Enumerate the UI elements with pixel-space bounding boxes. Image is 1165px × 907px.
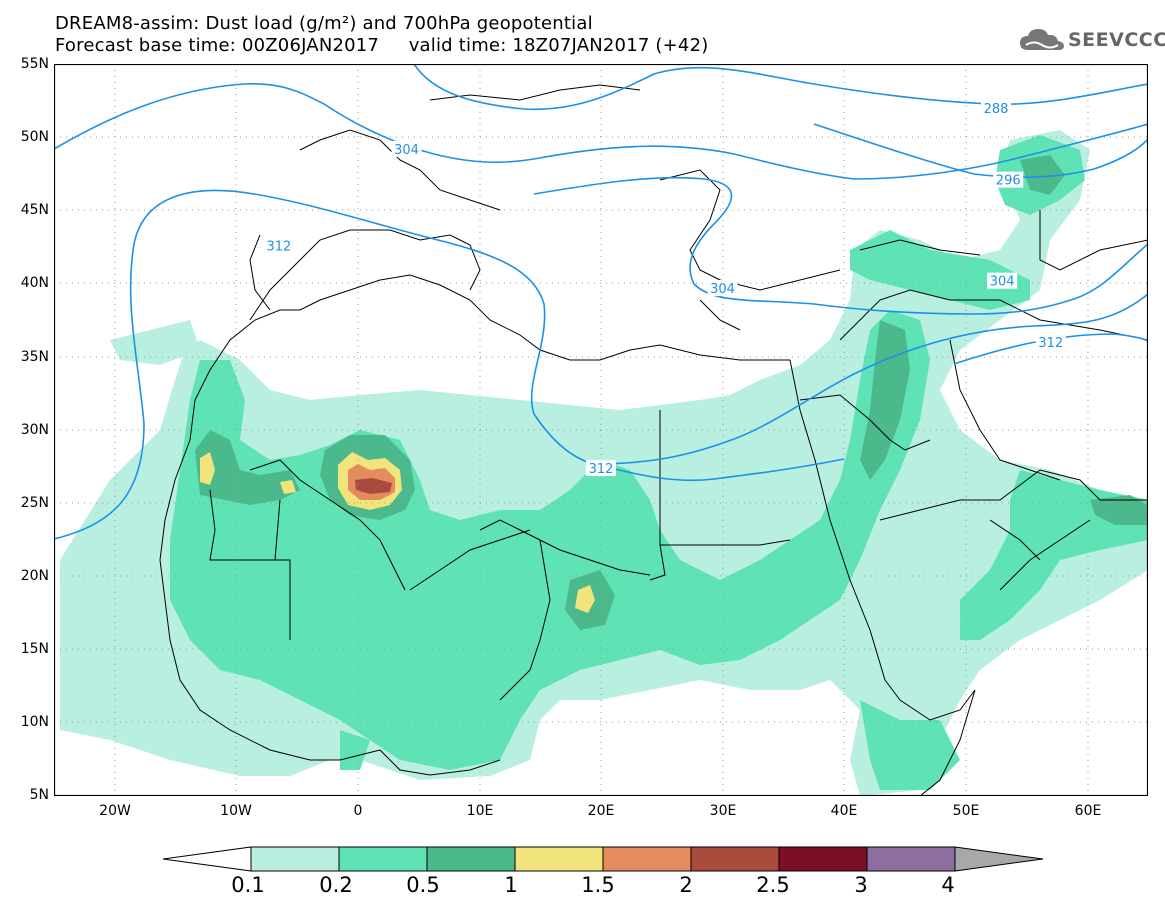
lat-label: 40N (20, 275, 49, 291)
map-title: DREAM8-assim: Dust load (g/m²) and 700hP… (55, 13, 593, 34)
lat-label: 50N (20, 129, 49, 145)
lat-label: 25N (20, 495, 49, 511)
lat-label: 30N (20, 422, 49, 438)
lat-label: 5N (29, 787, 49, 803)
lon-label: 20E (587, 803, 615, 819)
colorbar-swatch (866, 846, 956, 872)
colorbar-label: 3 (854, 873, 868, 897)
colorbar (162, 846, 1044, 872)
forecast-times: Forecast base time: 00Z06JAN2017 valid t… (55, 35, 709, 56)
lat-label: 45N (20, 202, 49, 218)
colorbar-label: 0.1 (231, 873, 265, 897)
graticule (54, 64, 1148, 796)
colorbar-label: 2 (679, 873, 693, 897)
colorbar-low-triangle (162, 846, 252, 872)
cloud-icon (1020, 29, 1064, 50)
colorbar-swatch (602, 846, 692, 872)
colorbar-swatch (426, 846, 516, 872)
lon-label: 40E (830, 803, 858, 819)
colorbar-swatch (690, 846, 780, 872)
coastlines (159, 84, 1148, 796)
colorbar-label: 2.5 (756, 873, 790, 897)
lon-label: 60E (1074, 803, 1102, 819)
lon-label: 0 (353, 803, 363, 819)
lat-label: 20N (20, 568, 49, 584)
colorbar-swatch (250, 846, 340, 872)
lon-label: 50E (952, 803, 980, 819)
colorbar-swatch (514, 846, 604, 872)
colorbar-swatches (162, 846, 1044, 872)
lat-label: 15N (20, 641, 49, 657)
dust-shading (60, 130, 1148, 796)
colorbar-high-triangle (954, 846, 1044, 872)
lat-label: 10N (20, 714, 49, 730)
colorbar-label: 4 (941, 873, 955, 897)
lon-label: 10E (466, 803, 494, 819)
colorbar-label: 0.5 (406, 873, 440, 897)
colorbar-label: 1 (504, 873, 518, 897)
logo-text: SEEVCCC (1068, 29, 1165, 51)
colorbar-swatch (778, 846, 868, 872)
seevccc-logo: SEEVCCC (1018, 26, 1165, 56)
lat-label: 55N (20, 56, 49, 72)
colorbar-label: 0.2 (319, 873, 353, 897)
dust-load-map (53, 63, 1149, 797)
colorbar-swatch (338, 846, 428, 872)
lon-label: 30E (709, 803, 737, 819)
map-canvas (53, 63, 1149, 797)
lon-label: 10W (220, 803, 252, 819)
lat-label: 35N (20, 349, 49, 365)
colorbar-label: 1.5 (581, 873, 615, 897)
lon-label: 20W (99, 803, 131, 819)
